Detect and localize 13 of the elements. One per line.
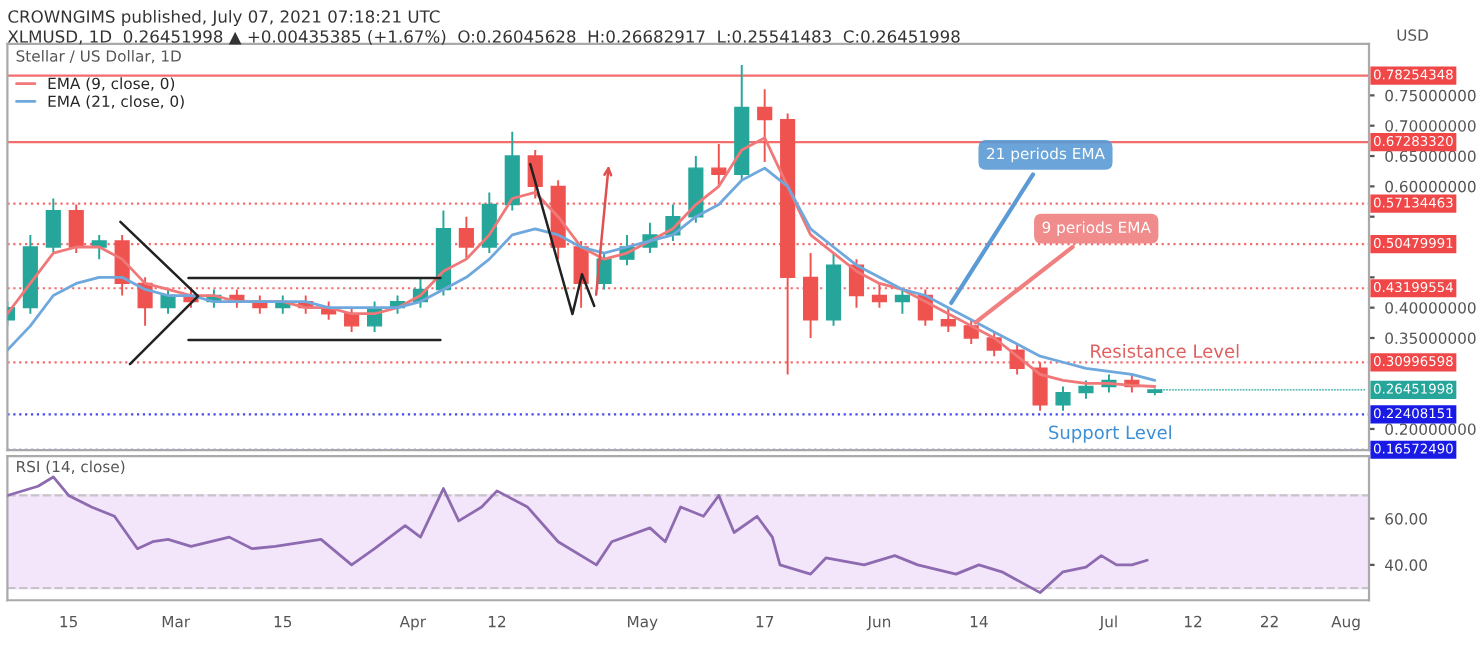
candlestick — [894, 288, 910, 315]
candlestick — [940, 306, 956, 333]
annotation: Resistance Level — [1091, 343, 1239, 358]
annotation: Support Level — [1049, 425, 1171, 443]
candlestick — [91, 233, 107, 261]
chart-subtitle: XLMUSD, 1D 0.26451998 ▲ +0.00435385 (+1.67%) O:0.26045628 H:0.26682917 L:0.25541483 C:0.26451998 — [7, 29, 960, 45]
candlestick — [1078, 379, 1094, 400]
chart-title: CROWNGIMS published, July 07, 2021 07:18:21 UTC — [8, 9, 440, 27]
candlestick — [160, 288, 176, 315]
line-series — [7, 475, 1149, 595]
candlestick — [344, 306, 360, 333]
candlestick — [1055, 385, 1071, 412]
candlestick — [45, 197, 61, 255]
